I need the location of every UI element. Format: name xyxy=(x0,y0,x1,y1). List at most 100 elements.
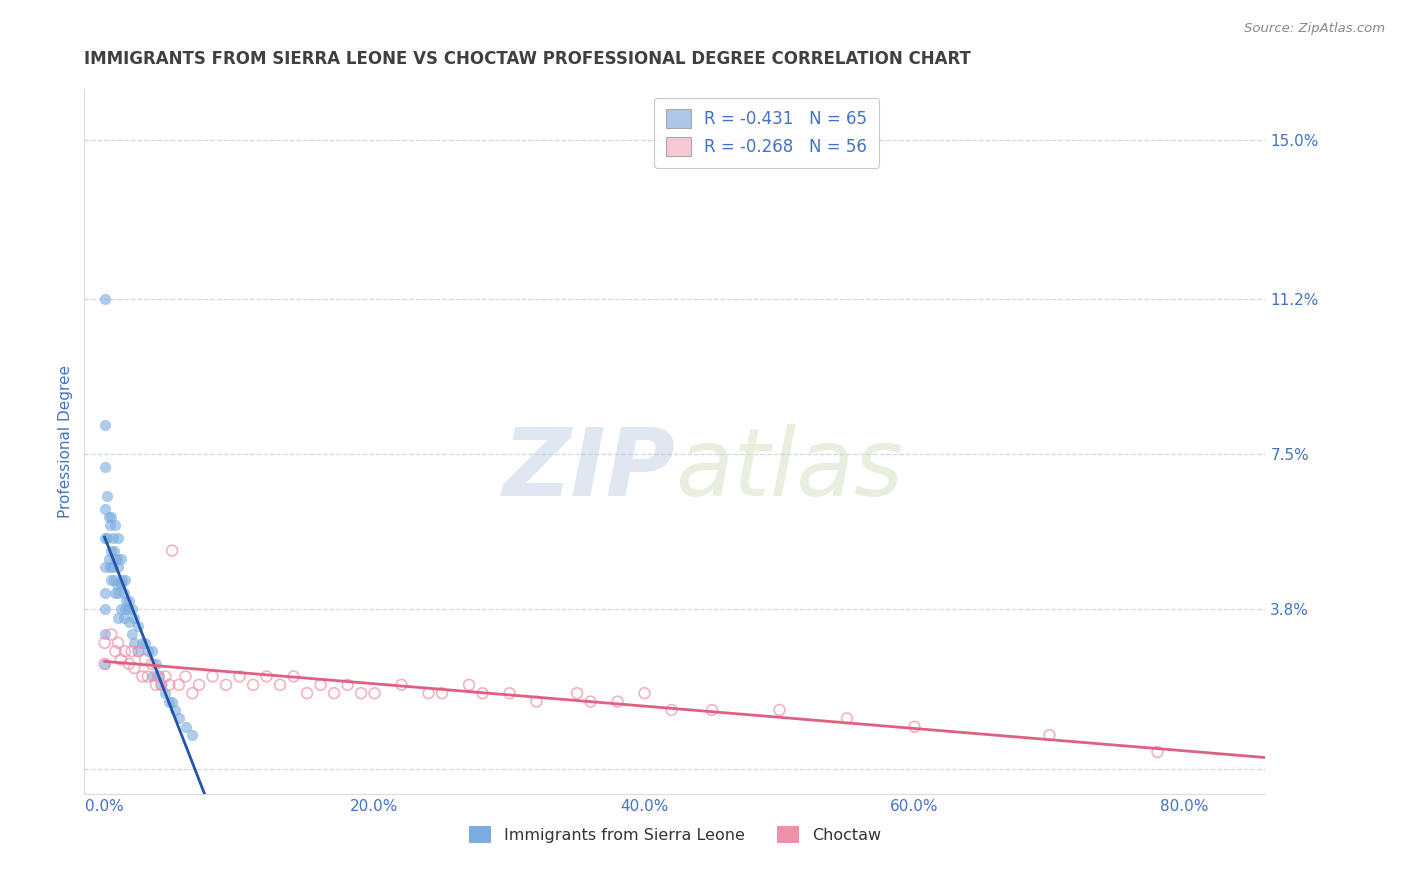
Point xyxy=(363,686,385,700)
Point xyxy=(430,686,453,700)
Point xyxy=(118,615,141,629)
Point xyxy=(110,602,132,616)
Text: ZIP: ZIP xyxy=(502,424,675,516)
Point xyxy=(471,686,494,700)
Point xyxy=(174,720,197,734)
Point xyxy=(107,531,129,545)
Point xyxy=(181,686,204,700)
Point xyxy=(107,611,129,625)
Point xyxy=(145,657,167,671)
Point xyxy=(103,573,125,587)
Point xyxy=(136,644,159,658)
Point xyxy=(96,531,118,545)
Point xyxy=(97,510,120,524)
Text: IMMIGRANTS FROM SIERRA LEONE VS CHOCTAW PROFESSIONAL DEGREE CORRELATION CHART: IMMIGRANTS FROM SIERRA LEONE VS CHOCTAW … xyxy=(84,50,972,68)
Point xyxy=(110,552,132,566)
Point xyxy=(100,510,122,524)
Point xyxy=(283,669,305,683)
Point xyxy=(118,657,141,671)
Point xyxy=(104,644,127,658)
Point xyxy=(1146,745,1168,759)
Point xyxy=(418,686,440,700)
Point xyxy=(661,703,683,717)
Point xyxy=(150,678,173,692)
Point xyxy=(115,594,138,608)
Point xyxy=(124,661,146,675)
Point xyxy=(105,552,128,566)
Point xyxy=(98,560,121,574)
Point xyxy=(141,644,163,658)
Point xyxy=(121,644,143,658)
Point xyxy=(269,678,291,692)
Point xyxy=(107,560,129,574)
Point xyxy=(134,636,156,650)
Point xyxy=(111,573,134,587)
Point xyxy=(167,711,190,725)
Point xyxy=(121,602,143,616)
Point xyxy=(114,602,136,616)
Point xyxy=(101,531,124,545)
Point xyxy=(112,611,135,625)
Point xyxy=(104,518,127,533)
Point xyxy=(100,573,122,587)
Point xyxy=(98,518,121,533)
Point xyxy=(117,602,139,616)
Point xyxy=(309,678,332,692)
Point xyxy=(131,636,153,650)
Point xyxy=(93,657,115,671)
Point xyxy=(97,552,120,566)
Legend: Immigrants from Sierra Leone, Choctaw: Immigrants from Sierra Leone, Choctaw xyxy=(463,820,887,849)
Point xyxy=(835,711,858,725)
Point xyxy=(157,678,180,692)
Point xyxy=(606,695,628,709)
Point xyxy=(633,686,655,700)
Point xyxy=(145,678,167,692)
Point xyxy=(107,585,129,599)
Point xyxy=(93,602,115,616)
Point xyxy=(163,703,186,717)
Point xyxy=(127,619,149,633)
Point xyxy=(160,695,183,709)
Point xyxy=(101,560,124,574)
Point xyxy=(114,573,136,587)
Point xyxy=(110,653,132,667)
Point xyxy=(93,459,115,474)
Point xyxy=(150,678,173,692)
Point xyxy=(201,669,224,683)
Point xyxy=(100,627,122,641)
Point xyxy=(107,636,129,650)
Point xyxy=(148,669,170,683)
Point xyxy=(105,577,128,591)
Point xyxy=(323,686,346,700)
Point xyxy=(157,695,180,709)
Point xyxy=(93,417,115,432)
Point xyxy=(118,594,141,608)
Point xyxy=(114,644,136,658)
Point xyxy=(155,686,177,700)
Point xyxy=(148,669,170,683)
Point xyxy=(124,611,146,625)
Point xyxy=(350,686,373,700)
Point xyxy=(96,489,118,503)
Point xyxy=(336,678,359,692)
Point xyxy=(295,686,318,700)
Point xyxy=(141,657,163,671)
Point xyxy=(242,678,264,692)
Point xyxy=(124,636,146,650)
Point xyxy=(104,585,127,599)
Point xyxy=(141,669,163,683)
Point xyxy=(110,577,132,591)
Point xyxy=(1038,728,1060,742)
Point xyxy=(458,678,481,692)
Text: atlas: atlas xyxy=(675,425,903,516)
Point xyxy=(131,669,153,683)
Point xyxy=(93,627,115,641)
Point xyxy=(93,531,115,545)
Point xyxy=(174,669,197,683)
Point xyxy=(188,678,211,692)
Point xyxy=(93,501,115,516)
Point xyxy=(256,669,278,683)
Point xyxy=(93,636,115,650)
Point xyxy=(167,678,190,692)
Point xyxy=(93,657,115,671)
